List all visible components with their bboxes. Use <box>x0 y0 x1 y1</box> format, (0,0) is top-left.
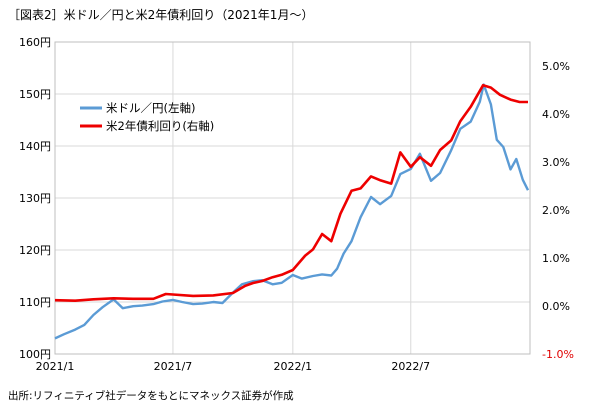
y-right-tick-label: 5.0% <box>542 60 570 73</box>
x-tick-label: 2022/7 <box>391 360 430 373</box>
x-tick-label: 2021/1 <box>36 360 75 373</box>
y-left-tick-label: 130円 <box>19 192 51 205</box>
y-right-tick-label: -1.0% <box>542 348 574 361</box>
series-line-usdjpy <box>54 83 530 340</box>
y-left-tick-label: 150円 <box>19 88 51 101</box>
legend-label: 米ドル／円(左軸) <box>106 101 195 115</box>
y-right-tick-label: 1.0% <box>542 252 570 265</box>
y-right-tick-label: 3.0% <box>542 156 570 169</box>
y-left-tick-label: 120円 <box>19 244 51 257</box>
series-line-ust2y <box>54 83 528 303</box>
legend-label: 米2年債利回り(右軸) <box>106 119 214 133</box>
y-left-tick-label: 100円 <box>19 348 51 361</box>
source-note: 出所:リフィニティブ社データをもとにマネックス証券が作成 <box>8 390 294 402</box>
chart-legend: 米ドル／円(左軸) 米2年債利回り(右軸) <box>80 101 214 133</box>
y-right-tick-label: 0.0% <box>542 300 570 313</box>
series-layer <box>54 83 530 340</box>
y-left-tick-label: 140円 <box>19 140 51 153</box>
y-right-tick-label: 4.0% <box>542 108 570 121</box>
chart-title: ［図表2］米ドル／円と米2年債利回り（2021年1月～） <box>8 8 314 22</box>
x-tick-label: 2022/1 <box>273 360 312 373</box>
y-left-tick-label: 160円 <box>19 36 51 49</box>
ticks-layer: 100円 110円 120円 130円 140円 150円 160円 -1.0% 0.0% 1.0… <box>19 36 574 373</box>
y-left-tick-label: 110円 <box>19 296 51 309</box>
x-tick-label: 2021/7 <box>154 360 193 373</box>
y-right-tick-label: 2.0% <box>542 204 570 217</box>
plot-frame <box>54 41 531 355</box>
